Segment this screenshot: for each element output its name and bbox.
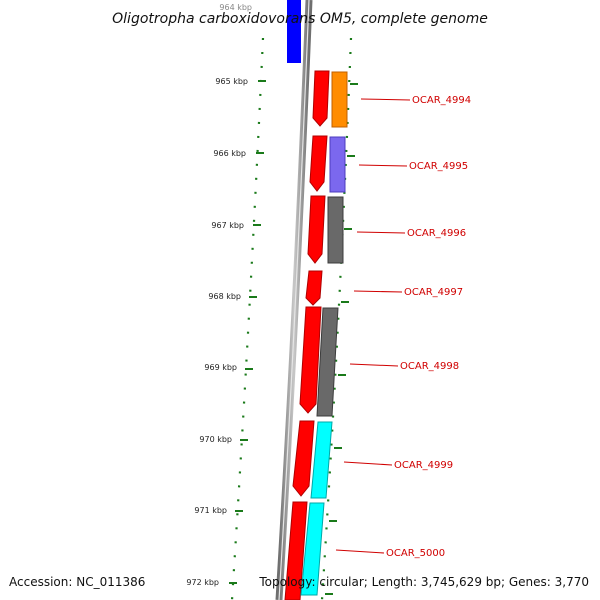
leader-line <box>353 290 403 293</box>
map-title: Oligotropha carboxidovorans OM5, complet… <box>112 11 488 27</box>
cds-arrow[interactable] <box>309 135 328 192</box>
genome-backbone-highlight <box>278 0 310 600</box>
tick-label: 970 kbp <box>199 435 232 444</box>
feature-block-ocar-4996[interactable] <box>327 196 344 264</box>
feature-block-ocar-4999[interactable] <box>310 421 333 499</box>
gc-content-dotted-arc-right <box>320 37 353 600</box>
cds-arrow[interactable] <box>284 501 308 600</box>
cds-track <box>284 70 330 600</box>
gene-labels: OCAR_4994 OCAR_4995 OCAR_4996 OCAR_4997 … <box>386 95 471 559</box>
feature-block-ocar-4995[interactable] <box>329 136 346 193</box>
leading-feature-blue[interactable] <box>287 0 301 63</box>
tick-label: 968 kbp <box>208 292 241 301</box>
tick-label: 971 kbp <box>194 506 227 515</box>
cds-arrow[interactable] <box>307 195 326 264</box>
feature-track <box>300 71 348 596</box>
tick-label: 967 kbp <box>211 221 244 230</box>
cds-arrow[interactable] <box>299 306 322 414</box>
feature-block-ocar-4998[interactable] <box>316 307 339 417</box>
leader-line <box>349 363 399 367</box>
leader-line <box>358 164 408 167</box>
gene-label-ocar-4994[interactable]: OCAR_4994 <box>412 95 471 106</box>
tick-label: 969 kbp <box>204 363 237 372</box>
leader-line <box>343 461 393 466</box>
gene-label-ocar-5000[interactable]: OCAR_5000 <box>386 548 445 559</box>
feature-block-ocar-4994[interactable] <box>331 71 348 128</box>
tick-ruler: 965 kbp 966 kbp 967 kbp 968 kbp 969 kbp … <box>186 77 266 587</box>
gene-label-ocar-4996[interactable]: OCAR_4996 <box>407 228 466 239</box>
leader-line <box>356 231 406 234</box>
accession-text: Accession: NC_011386 <box>9 575 145 589</box>
tick-label: 966 kbp <box>213 149 246 158</box>
gc-content-dotted-arc-left <box>230 37 265 600</box>
gene-label-ocar-4997[interactable]: OCAR_4997 <box>404 287 463 298</box>
leader-line <box>335 549 385 554</box>
cds-arrow[interactable] <box>292 420 315 497</box>
cds-arrow[interactable] <box>305 270 323 306</box>
gene-leader-lines <box>335 98 411 554</box>
feature-block-ocar-5000[interactable] <box>300 502 325 596</box>
tick-label-top: 964 kbp <box>219 3 252 12</box>
cds-arrow[interactable] <box>312 70 330 127</box>
leader-line <box>360 98 411 101</box>
tick-label: 972 kbp <box>186 578 219 587</box>
tick-label: 965 kbp <box>215 77 248 86</box>
right-tick-marks <box>325 83 358 595</box>
gene-label-ocar-4999[interactable]: OCAR_4999 <box>394 460 453 471</box>
gene-label-ocar-4998[interactable]: OCAR_4998 <box>400 361 459 372</box>
topology-text: Topology: circular; Length: 3,745,629 bp… <box>258 575 589 589</box>
gene-label-ocar-4995[interactable]: OCAR_4995 <box>409 161 468 172</box>
